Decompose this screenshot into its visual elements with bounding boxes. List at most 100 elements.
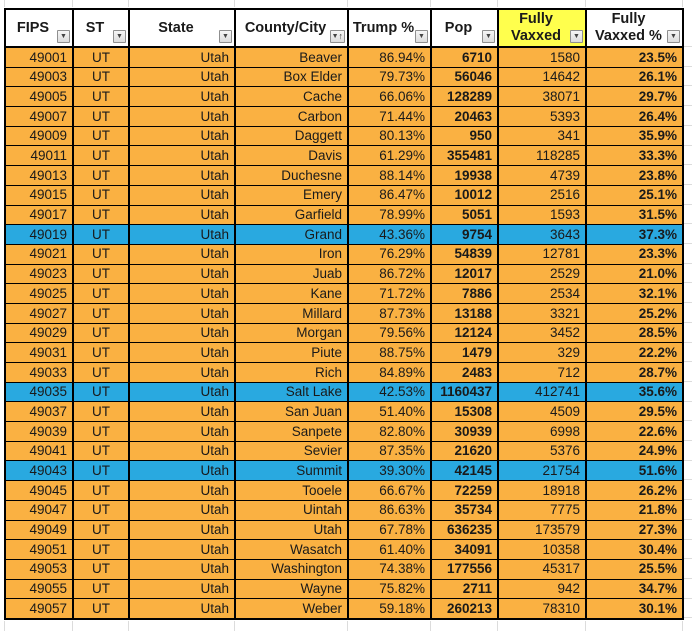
cell-fips[interactable]: 49037 <box>4 401 74 423</box>
cell-trump-pct[interactable]: 71.72% <box>347 283 432 304</box>
cell-fips[interactable]: 49031 <box>4 342 74 363</box>
cell-state[interactable]: Utah <box>128 86 236 108</box>
cell-fully-vaxxed-pct[interactable]: 22.2% <box>585 342 684 363</box>
cell-fips[interactable]: 49039 <box>4 421 74 442</box>
cell-fully-vaxxed-pct[interactable]: 24.9% <box>585 440 684 462</box>
cell-fully-vaxxed[interactable]: 5393 <box>497 106 587 127</box>
cell-trump-pct[interactable]: 86.47% <box>347 184 432 206</box>
cell-trump-pct[interactable]: 43.36% <box>347 224 432 245</box>
cell-trump-pct[interactable]: 59.18% <box>347 598 432 620</box>
cell-fips[interactable]: 49023 <box>4 263 74 285</box>
cell-fully-vaxxed[interactable]: 18918 <box>497 480 587 501</box>
cell-fully-vaxxed[interactable]: 2529 <box>497 263 587 285</box>
cell-fully-vaxxed-pct[interactable]: 31.5% <box>585 204 684 226</box>
column-header-fully-vaxxed[interactable]: Fully Vaxxed ▼ <box>497 8 587 48</box>
cell-fully-vaxxed-pct[interactable]: 23.5% <box>585 46 684 68</box>
cell-fips[interactable]: 49001 <box>4 46 74 68</box>
cell-fully-vaxxed[interactable]: 329 <box>497 342 587 363</box>
cell-fully-vaxxed[interactable]: 4509 <box>497 401 587 423</box>
cell-state[interactable]: Utah <box>128 125 236 147</box>
cell-trump-pct[interactable]: 71.44% <box>347 106 432 127</box>
cell-county[interactable]: San Juan <box>234 401 349 423</box>
cell-fips[interactable]: 49021 <box>4 243 74 265</box>
cell-st[interactable]: UT <box>72 598 130 620</box>
cell-state[interactable]: Utah <box>128 381 236 403</box>
cell-st[interactable]: UT <box>72 578 130 600</box>
cell-st[interactable]: UT <box>72 86 130 108</box>
cell-fully-vaxxed-pct[interactable]: 22.6% <box>585 421 684 442</box>
cell-pop[interactable]: 355481 <box>430 145 499 167</box>
cell-trump-pct[interactable]: 67.78% <box>347 519 432 541</box>
cell-pop[interactable]: 1479 <box>430 342 499 363</box>
cell-state[interactable]: Utah <box>128 421 236 442</box>
filter-button-fully-vaxxed-pct[interactable]: ▼ <box>667 30 680 43</box>
cell-trump-pct[interactable]: 82.80% <box>347 421 432 442</box>
cell-pop[interactable]: 9754 <box>430 224 499 245</box>
column-header-county-city[interactable]: County/City ▼ ↑ <box>234 8 349 48</box>
cell-fips[interactable]: 49041 <box>4 440 74 462</box>
cell-county[interactable]: Duchesne <box>234 165 349 186</box>
filter-button-fully-vaxxed[interactable]: ▼ <box>570 30 583 43</box>
cell-fips[interactable]: 49035 <box>4 381 74 403</box>
cell-county[interactable]: Piute <box>234 342 349 363</box>
cell-state[interactable]: Utah <box>128 46 236 68</box>
cell-county[interactable]: Garfield <box>234 204 349 226</box>
cell-pop[interactable]: 20463 <box>430 106 499 127</box>
cell-st[interactable]: UT <box>72 263 130 285</box>
cell-trump-pct[interactable]: 79.73% <box>347 66 432 88</box>
cell-st[interactable]: UT <box>72 322 130 344</box>
cell-fully-vaxxed[interactable]: 3452 <box>497 322 587 344</box>
cell-pop[interactable]: 54839 <box>430 243 499 265</box>
column-header-st[interactable]: ST ▼ <box>72 8 130 48</box>
cell-pop[interactable]: 56046 <box>430 66 499 88</box>
cell-pop[interactable]: 260213 <box>430 598 499 620</box>
cell-county[interactable]: Carbon <box>234 106 349 127</box>
cell-st[interactable]: UT <box>72 283 130 304</box>
cell-fully-vaxxed-pct[interactable]: 25.2% <box>585 302 684 324</box>
cell-fips[interactable]: 49033 <box>4 362 74 383</box>
cell-state[interactable]: Utah <box>128 362 236 383</box>
cell-fully-vaxxed-pct[interactable]: 23.8% <box>585 165 684 186</box>
cell-fips[interactable]: 49029 <box>4 322 74 344</box>
cell-fully-vaxxed-pct[interactable]: 27.3% <box>585 519 684 541</box>
cell-trump-pct[interactable]: 51.40% <box>347 401 432 423</box>
cell-county[interactable]: Uintah <box>234 499 349 521</box>
cell-county[interactable]: Sanpete <box>234 421 349 442</box>
cell-pop[interactable]: 15308 <box>430 401 499 423</box>
cell-pop[interactable]: 6710 <box>430 46 499 68</box>
cell-pop[interactable]: 13188 <box>430 302 499 324</box>
cell-fully-vaxxed[interactable]: 7775 <box>497 499 587 521</box>
cell-fips[interactable]: 49007 <box>4 106 74 127</box>
cell-county[interactable]: Wasatch <box>234 539 349 560</box>
cell-trump-pct[interactable]: 61.29% <box>347 145 432 167</box>
cell-county[interactable]: Cache <box>234 86 349 108</box>
cell-state[interactable]: Utah <box>128 283 236 304</box>
cell-state[interactable]: Utah <box>128 440 236 462</box>
cell-fully-vaxxed-pct[interactable]: 23.3% <box>585 243 684 265</box>
cell-trump-pct[interactable]: 61.40% <box>347 539 432 560</box>
cell-pop[interactable]: 2483 <box>430 362 499 383</box>
cell-fully-vaxxed-pct[interactable]: 30.4% <box>585 539 684 560</box>
cell-fully-vaxxed[interactable]: 45317 <box>497 558 587 580</box>
cell-fips[interactable]: 49003 <box>4 66 74 88</box>
cell-pop[interactable]: 35734 <box>430 499 499 521</box>
cell-state[interactable]: Utah <box>128 165 236 186</box>
cell-st[interactable]: UT <box>72 243 130 265</box>
cell-fully-vaxxed-pct[interactable]: 26.1% <box>585 66 684 88</box>
cell-county[interactable]: Salt Lake <box>234 381 349 403</box>
cell-fully-vaxxed[interactable]: 4739 <box>497 165 587 186</box>
cell-fully-vaxxed-pct[interactable]: 32.1% <box>585 283 684 304</box>
cell-fully-vaxxed[interactable]: 78310 <box>497 598 587 620</box>
cell-st[interactable]: UT <box>72 145 130 167</box>
cell-pop[interactable]: 21620 <box>430 440 499 462</box>
cell-fips[interactable]: 49017 <box>4 204 74 226</box>
filter-button-trump-pct[interactable]: ▼ <box>415 30 428 43</box>
cell-fully-vaxxed[interactable]: 1593 <box>497 204 587 226</box>
cell-fully-vaxxed[interactable]: 942 <box>497 578 587 600</box>
cell-fully-vaxxed[interactable]: 21754 <box>497 460 587 482</box>
cell-fully-vaxxed[interactable]: 12781 <box>497 243 587 265</box>
cell-county[interactable]: Sevier <box>234 440 349 462</box>
cell-fips[interactable]: 49011 <box>4 145 74 167</box>
cell-st[interactable]: UT <box>72 302 130 324</box>
cell-state[interactable]: Utah <box>128 578 236 600</box>
